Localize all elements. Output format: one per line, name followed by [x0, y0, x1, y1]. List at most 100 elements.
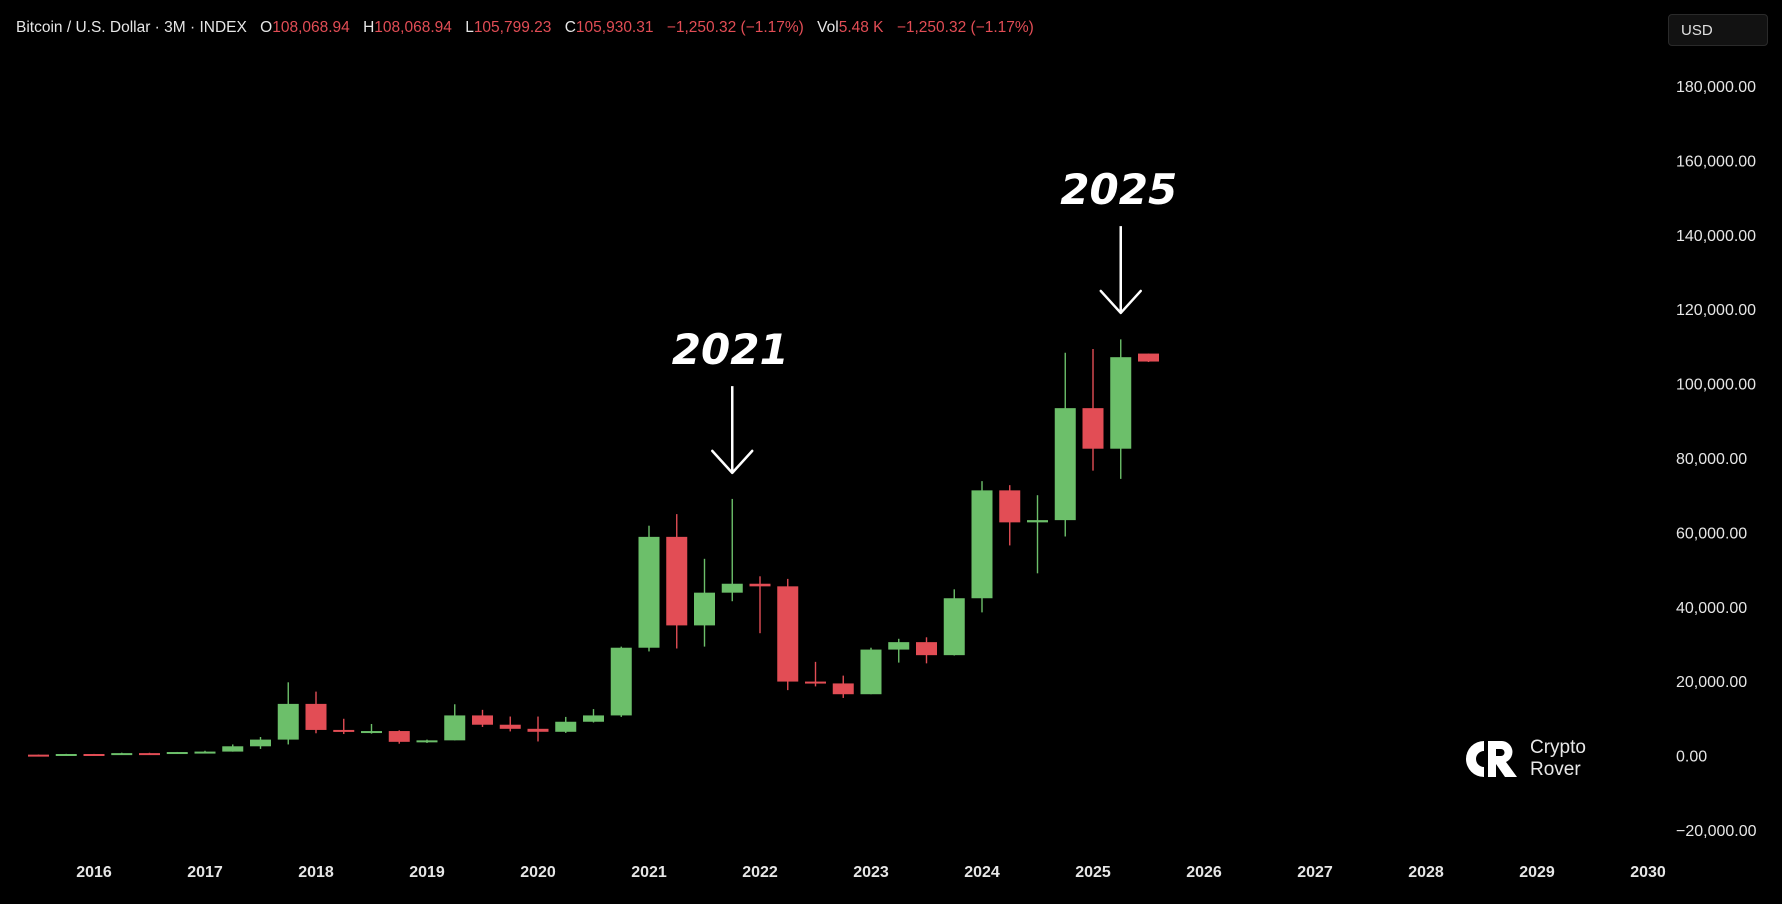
change-value: −1,250.32 (−1.17%) — [666, 19, 804, 36]
candle[interactable] — [832, 675, 854, 698]
annotation: 2025 — [1060, 165, 1177, 315]
x-tick-label: 2022 — [742, 864, 778, 881]
candle-body — [527, 728, 549, 732]
y-tick-label: 180,000.00 — [1676, 79, 1756, 96]
crypto-rover-watermark: Crypto Rover — [1462, 737, 1586, 781]
candle-body — [1082, 408, 1104, 449]
candle[interactable] — [55, 753, 77, 757]
candle[interactable] — [194, 750, 216, 754]
symbol-label[interactable]: Bitcoin / U.S. Dollar · 3M · INDEX — [16, 19, 247, 36]
arrow-head-icon — [1099, 289, 1142, 315]
volume-change: −1,250.32 (−1.17%) — [896, 19, 1034, 36]
candle[interactable] — [472, 709, 493, 727]
candle-body — [1054, 408, 1076, 521]
candle[interactable] — [749, 576, 771, 634]
candle[interactable] — [111, 752, 133, 756]
candle[interactable] — [943, 589, 965, 656]
candle[interactable] — [777, 578, 799, 691]
candle[interactable] — [805, 661, 826, 687]
candle[interactable] — [721, 498, 743, 602]
candle[interactable] — [860, 647, 882, 695]
candle-body — [1027, 520, 1048, 523]
watermark-line1: Crypto — [1530, 737, 1586, 758]
y-tick-label: −20,000.00 — [1676, 823, 1757, 840]
candle[interactable] — [555, 716, 577, 733]
candle-body — [888, 642, 910, 650]
candle-body — [1138, 353, 1159, 362]
candle-body — [499, 724, 521, 729]
candle[interactable] — [888, 638, 910, 663]
candle[interactable] — [139, 752, 160, 756]
x-tick-label: 2021 — [631, 864, 667, 881]
candle-body — [805, 681, 826, 684]
candle-body — [860, 649, 882, 695]
y-tick-label: 20,000.00 — [1676, 674, 1747, 691]
candle[interactable] — [250, 737, 271, 749]
candle[interactable] — [416, 739, 438, 743]
y-tick-label: 120,000.00 — [1676, 302, 1756, 319]
candle-body — [222, 746, 244, 752]
candle[interactable] — [1138, 353, 1159, 363]
candle-body — [166, 752, 188, 755]
candle-body — [416, 740, 438, 743]
x-tick-label: 2016 — [76, 864, 112, 881]
annotation-label: 2021 — [672, 325, 789, 374]
candle[interactable] — [28, 754, 49, 757]
y-tick-label: 80,000.00 — [1676, 451, 1747, 468]
x-tick-label: 2030 — [1630, 864, 1666, 881]
candle-body — [832, 683, 854, 695]
candle[interactable] — [83, 753, 105, 757]
y-tick-label: 60,000.00 — [1676, 525, 1747, 542]
currency-button[interactable]: USD — [1668, 14, 1768, 46]
candle[interactable] — [638, 525, 660, 652]
volume-label: Vol — [817, 19, 839, 36]
candle[interactable] — [1027, 495, 1048, 574]
open-value: 108,068.94 — [272, 19, 350, 36]
candle[interactable] — [666, 514, 688, 649]
candle-body — [111, 753, 133, 756]
candle[interactable] — [277, 682, 299, 745]
x-tick-label: 2026 — [1186, 864, 1222, 881]
candle[interactable] — [610, 646, 632, 717]
candle[interactable] — [222, 744, 244, 752]
candle[interactable] — [1054, 352, 1076, 537]
candle[interactable] — [305, 691, 327, 734]
candle[interactable] — [166, 751, 188, 755]
candle-body — [694, 592, 715, 626]
x-tick-label: 2023 — [853, 864, 889, 881]
candle[interactable] — [1110, 339, 1132, 479]
x-tick-label: 2024 — [964, 864, 1000, 881]
candle-body — [583, 715, 604, 722]
candle-body — [277, 703, 299, 740]
candle[interactable] — [444, 704, 466, 741]
candle-body — [999, 490, 1021, 523]
candle[interactable] — [361, 723, 382, 734]
arrow-head-icon — [711, 449, 754, 475]
candle[interactable] — [333, 718, 355, 735]
candle[interactable] — [583, 709, 604, 723]
candle[interactable] — [388, 730, 410, 744]
candle-body — [194, 751, 216, 754]
x-tick-label: 2017 — [187, 864, 223, 881]
candle[interactable] — [999, 485, 1021, 546]
watermark-line2: Rover — [1530, 759, 1581, 780]
y-tick-label: 160,000.00 — [1676, 153, 1756, 170]
candle[interactable] — [1082, 349, 1104, 471]
candle-body — [638, 536, 660, 648]
candles-layer — [28, 339, 1159, 757]
candle[interactable] — [694, 558, 715, 647]
candle[interactable] — [971, 481, 993, 613]
candle[interactable] — [916, 637, 937, 664]
candle-body — [444, 715, 466, 741]
candle-body — [555, 721, 577, 732]
candle-body — [333, 729, 355, 732]
y-tick-label: 100,000.00 — [1676, 377, 1756, 394]
candle[interactable] — [499, 716, 521, 732]
volume-value: 5.48 K — [838, 19, 884, 36]
candle[interactable] — [527, 716, 549, 742]
annotation-label: 2025 — [1060, 165, 1177, 214]
candle-body — [83, 754, 105, 757]
crypto-rover-logo-icon — [1466, 741, 1517, 777]
candle-body — [971, 490, 993, 599]
